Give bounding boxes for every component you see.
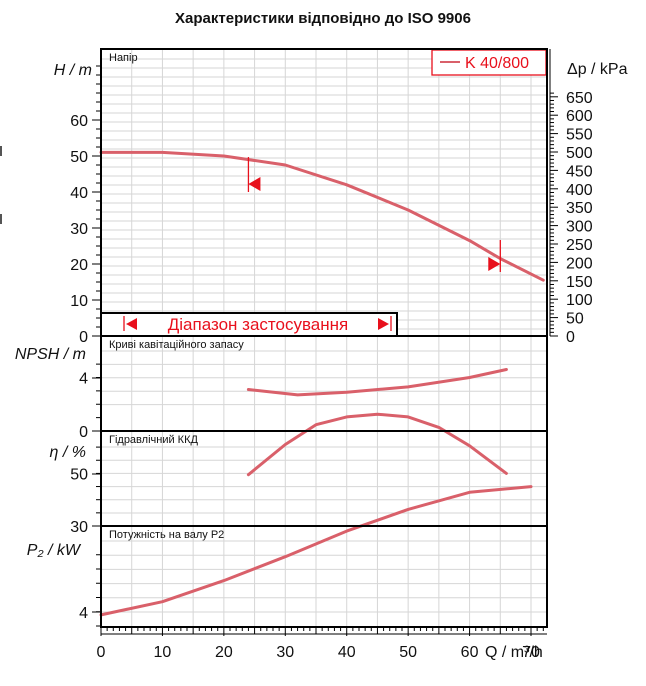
- pressure-tick-label: 600: [566, 108, 593, 125]
- head-tick-label: 30: [70, 221, 88, 238]
- x-tick-label: 70: [522, 644, 540, 661]
- npsh-axis-label: NPSH / m: [15, 346, 86, 363]
- npsh-tick-label: 4: [79, 371, 88, 388]
- legend-box: [431, 49, 547, 76]
- pressure-tick-label: 500: [566, 145, 593, 162]
- pressure-tick-label: 200: [566, 255, 593, 272]
- pressure-axis-label: Δp / kPa: [567, 61, 628, 78]
- eff-axis-label: η / %: [50, 444, 86, 461]
- power-curve: [99, 485, 533, 617]
- range-start-marker: [248, 177, 261, 191]
- x-tick-label: 50: [399, 644, 417, 661]
- edge-tick: [0, 214, 2, 224]
- npsh-curve: [246, 368, 508, 397]
- x-tick-label: 20: [215, 644, 233, 661]
- pressure-tick-label: 650: [566, 90, 593, 107]
- head-curve: [99, 150, 545, 282]
- efficiency-curve: [246, 412, 508, 477]
- pressure-tick-label: 250: [566, 237, 593, 254]
- x-tick-label: 60: [461, 644, 479, 661]
- x-tick-label: 0: [97, 644, 106, 661]
- pressure-tick-label: 400: [566, 182, 593, 199]
- power-tick-label: 4: [79, 605, 88, 622]
- x-tick-label: 10: [154, 644, 172, 661]
- head-tick-label: 40: [70, 185, 88, 202]
- pressure-tick-label: 50: [566, 311, 584, 328]
- head-panel-name: Напір: [109, 52, 138, 64]
- power-panel-frame: [100, 525, 548, 628]
- eff-tick-label: 30: [70, 519, 88, 536]
- pressure-tick-label: 0: [566, 329, 575, 346]
- head-tick-label: 20: [70, 257, 88, 274]
- range-bar-end-arrow: [378, 318, 389, 330]
- pressure-tick-label: 450: [566, 163, 593, 180]
- range-bar-start-arrow: [126, 318, 137, 330]
- npsh-panel-name: Криві кавітаційного запасу: [109, 339, 244, 351]
- eff-tick-label: 50: [70, 466, 88, 483]
- x-axis-label: Q / m³/h: [485, 644, 543, 661]
- range-end-marker: [488, 257, 501, 271]
- head-tick-label: 50: [70, 149, 88, 166]
- pressure-tick-label: 100: [566, 292, 593, 309]
- head-tick-label: 0: [79, 329, 88, 346]
- pressure-tick-label: 350: [566, 200, 593, 217]
- head-tick-label: 60: [70, 113, 88, 130]
- application-range-label: Діапазон застосування: [168, 315, 348, 334]
- npsh-tick-label: 0: [79, 424, 88, 441]
- eff-panel-name: Гідравлічний ККД: [109, 434, 198, 446]
- head-tick-label: 10: [70, 293, 88, 310]
- edge-tick: [0, 146, 2, 156]
- chart-title: Характеристики відповідно до ISO 9906: [175, 10, 471, 27]
- x-tick-label: 40: [338, 644, 356, 661]
- power-panel-name: Потужність на валу P2: [109, 529, 224, 541]
- pressure-tick-label: 150: [566, 274, 593, 291]
- pressure-tick-label: 550: [566, 127, 593, 144]
- head-axis-label: H / m: [54, 62, 92, 79]
- power-axis-label: P₂ / kW: [27, 542, 82, 559]
- x-tick-label: 30: [276, 644, 294, 661]
- pressure-tick-label: 300: [566, 219, 593, 236]
- legend-label: K 40/800: [465, 55, 529, 72]
